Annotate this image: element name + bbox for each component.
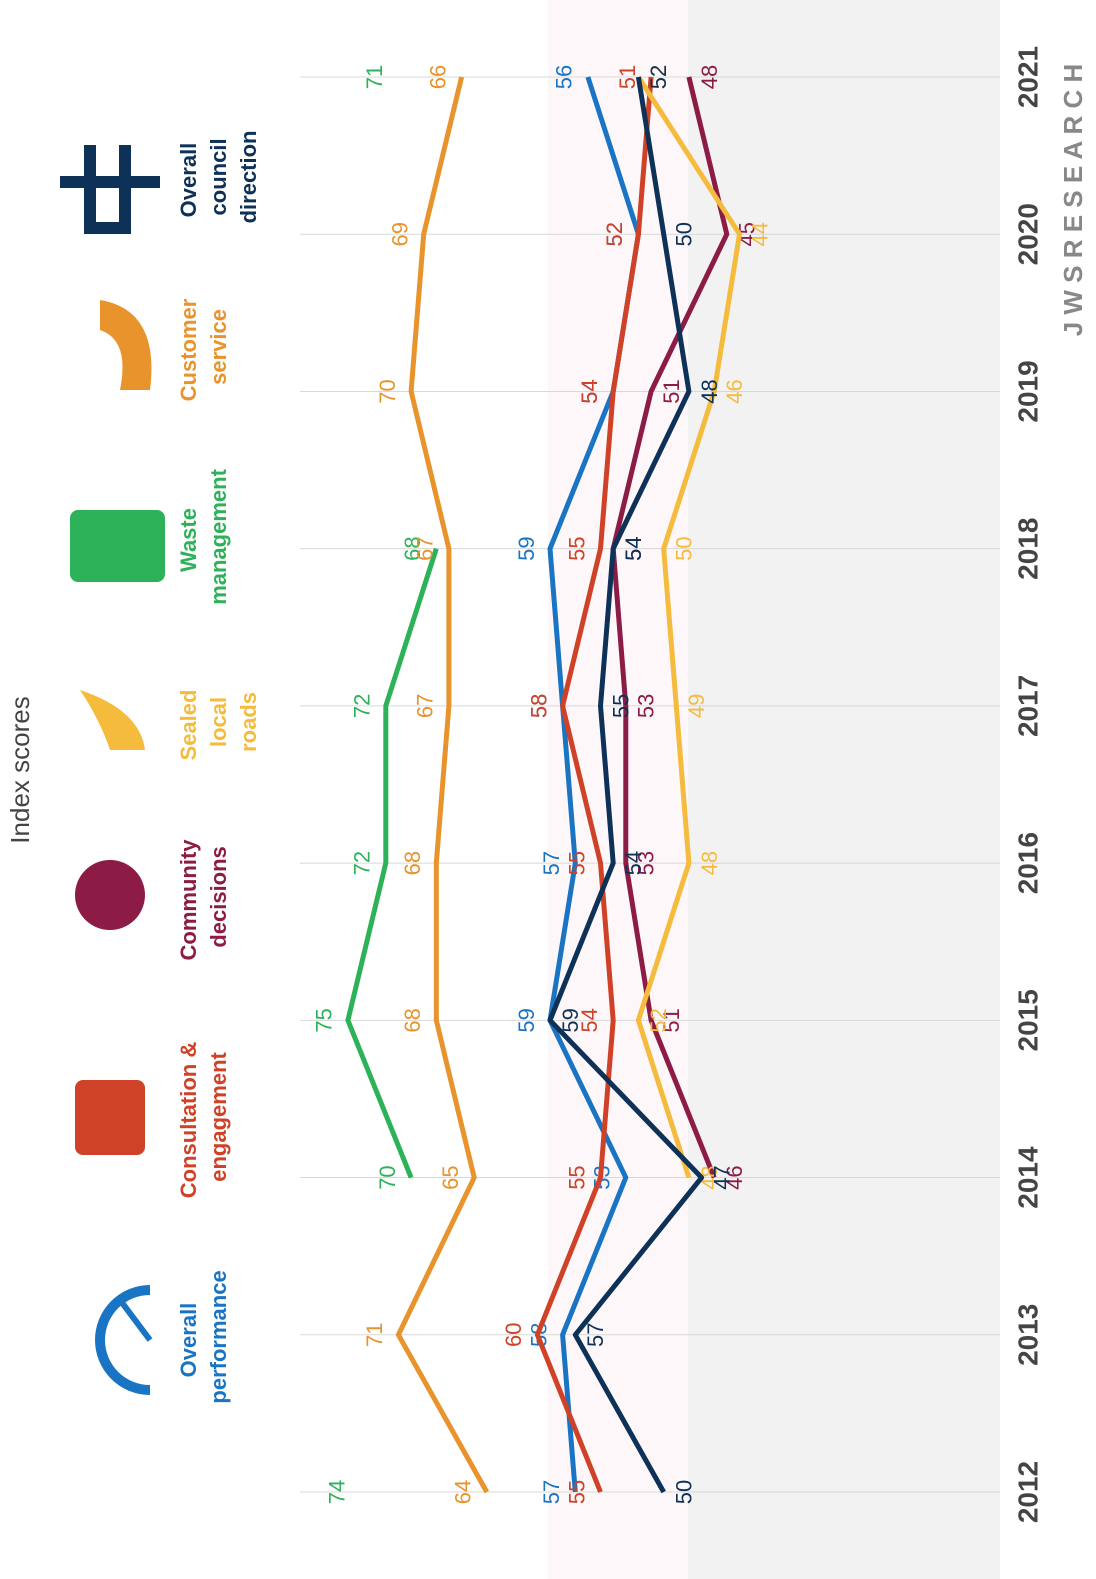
data-label: 54: [577, 379, 602, 403]
data-label: 54: [577, 1008, 602, 1032]
data-label: 55: [608, 694, 633, 718]
data-label: 60: [501, 1323, 526, 1347]
icon: [75, 860, 145, 930]
data-label: 52: [646, 65, 671, 89]
data-label: 48: [697, 851, 722, 875]
data-label: 48: [697, 379, 722, 403]
series-line: [534, 76, 654, 1493]
data-label: 58: [526, 694, 551, 718]
data-label: 71: [362, 1323, 387, 1347]
data-label: 71: [362, 65, 387, 89]
series-line: [395, 76, 489, 1494]
icon: [80, 690, 145, 750]
legend-label: Customer service: [176, 298, 231, 401]
data-label: 53: [634, 694, 659, 718]
x-tick-label: 2014: [1012, 1146, 1043, 1209]
data-label: 55: [564, 1165, 589, 1189]
data-label: 46: [722, 1165, 747, 1189]
icon: [60, 145, 160, 234]
data-label: 44: [747, 222, 772, 246]
data-label: 50: [671, 1480, 696, 1504]
band: [688, 0, 1000, 1579]
legend-label: Consultation & engagement: [176, 1042, 231, 1199]
chart-title: Index scores: [5, 696, 35, 843]
data-label: 51: [659, 1008, 684, 1032]
legend-label: Overall performance: [176, 1270, 231, 1409]
data-label: 65: [438, 1165, 463, 1189]
data-label: 59: [514, 536, 539, 560]
data-label: 72: [350, 851, 375, 875]
data-label: 59: [514, 1008, 539, 1032]
legend-icons: [60, 145, 165, 1395]
data-label: 50: [671, 536, 696, 560]
x-tick-label: 2012: [1012, 1461, 1043, 1523]
icon: [117, 1298, 153, 1342]
data-label: 52: [646, 1008, 671, 1032]
data-label: 50: [671, 222, 696, 246]
data-label: 66: [425, 65, 450, 89]
x-tick-label: 2020: [1012, 203, 1043, 265]
data-label: 70: [375, 379, 400, 403]
legend-label: Sealed local roads: [176, 690, 261, 761]
data-label: 53: [634, 851, 659, 875]
data-label: 56: [552, 65, 577, 89]
icon: [75, 1080, 145, 1155]
logo: J W S R E S E A R C H: [1058, 64, 1088, 337]
data-label: 46: [722, 379, 747, 403]
icon: [95, 1285, 151, 1395]
series-line: [547, 76, 705, 1494]
data-label: 55: [564, 1480, 589, 1504]
data-label: 55: [564, 851, 589, 875]
data-label: 67: [413, 694, 438, 718]
data-label: 51: [615, 65, 640, 89]
data-label: 52: [646, 65, 671, 89]
x-tick-label: 2019: [1012, 360, 1043, 422]
data-label: 54: [621, 536, 646, 560]
data-label: 54: [621, 851, 646, 875]
data-label: 67: [413, 536, 438, 560]
x-tick-label: 2021: [1012, 46, 1043, 108]
data-label: 57: [539, 1480, 564, 1504]
data-label: 68: [400, 851, 425, 875]
x-tick-label: 2018: [1012, 518, 1043, 580]
data-label: 70: [375, 1165, 400, 1189]
data-label: 54: [621, 536, 646, 560]
data-label: 58: [526, 694, 551, 718]
data-label: 68: [400, 1008, 425, 1032]
data-label: 51: [659, 379, 684, 403]
data-label: 59: [558, 1008, 583, 1032]
data-label: 52: [602, 222, 627, 246]
data-label: 52: [602, 222, 627, 246]
data-label: 54: [577, 379, 602, 403]
data-label: 74: [324, 1480, 349, 1504]
legend-label: Overall council direction: [176, 130, 261, 229]
data-label: 75: [312, 1008, 337, 1032]
x-tick-label: 2013: [1012, 1304, 1043, 1366]
data-label: 57: [539, 851, 564, 875]
legend-label: Waste management: [176, 468, 231, 610]
x-tick-label: 2016: [1012, 832, 1043, 894]
data-label: 72: [350, 694, 375, 718]
data-label: 69: [387, 222, 412, 246]
data-label: 47: [709, 1165, 734, 1189]
legend-label: Community decisions: [176, 839, 231, 961]
data-label: 68: [400, 536, 425, 560]
data-label: 55: [564, 536, 589, 560]
data-label: 57: [583, 1323, 608, 1347]
icon: [70, 510, 165, 582]
data-label: 48: [697, 65, 722, 89]
x-tick-label: 2017: [1012, 675, 1043, 737]
data-label: 64: [451, 1480, 476, 1504]
data-label: 49: [684, 694, 709, 718]
series-line: [635, 75, 742, 1179]
icon: [100, 300, 152, 390]
x-tick-label: 2015: [1012, 989, 1043, 1051]
